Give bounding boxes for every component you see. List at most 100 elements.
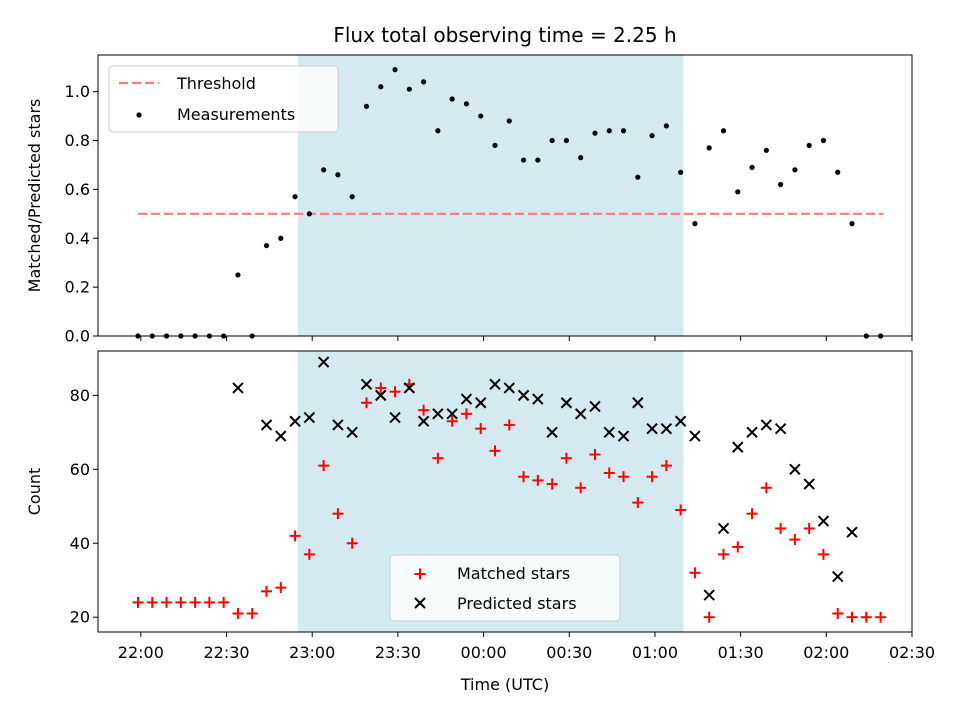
bottom-frame — [97, 350, 913, 633]
measurement-point — [378, 84, 384, 90]
predicted-star-point — [732, 441, 744, 453]
predicted-star-point — [546, 426, 558, 439]
matched-star-point — [446, 415, 458, 427]
x-tick-label: 02:00 — [803, 643, 849, 662]
x-tick-label: 01:00 — [632, 643, 678, 662]
measurement-point — [278, 235, 284, 241]
measurement-point — [520, 157, 527, 163]
matched-star-point — [261, 585, 273, 597]
x-tick-label: 23:30 — [375, 643, 421, 662]
matched-star-point — [289, 530, 301, 542]
measurement-point — [763, 147, 769, 153]
measurement-point — [549, 137, 555, 144]
matched-star-point — [218, 596, 230, 608]
x-tick-label: 00:00 — [461, 643, 507, 662]
measurement-point — [806, 142, 812, 149]
matched-star-point — [575, 482, 587, 494]
predicted-star-point — [846, 526, 858, 538]
measurement-point — [749, 164, 755, 170]
predicted-star-point — [703, 589, 715, 601]
predicted-star-point — [674, 415, 687, 427]
predicted-star-point — [617, 430, 630, 442]
predicted-star-point — [517, 389, 530, 402]
matched-star-point — [432, 452, 444, 464]
bottom-panel: 20 40 60 80 22:00 22:30 23:00 23:30 00:00 00:30 01… — [25, 350, 935, 662]
measurement-point — [563, 137, 570, 144]
predicted-star-point — [832, 570, 844, 583]
y-tick-label: 0.6 — [65, 180, 90, 199]
matched-star-point — [632, 497, 644, 509]
x-tick-label: 00:30 — [546, 643, 592, 662]
predicted-star-point — [275, 430, 287, 442]
matched-star-point — [203, 596, 215, 608]
matched-star-point — [589, 449, 601, 461]
measurement-point — [292, 194, 298, 200]
legend-measurement-swatch — [136, 112, 142, 118]
predicted-star-point — [332, 419, 344, 431]
measurement-point — [835, 169, 841, 175]
x-tick-label: 23:00 — [289, 643, 335, 662]
predicted-star-point — [475, 397, 487, 409]
y-axis-label: Count — [25, 468, 44, 516]
measurement-point — [235, 272, 241, 278]
measurement-point — [349, 194, 355, 200]
matched-star-point — [132, 596, 144, 608]
y-tick-label: 0.0 — [65, 327, 90, 346]
predicted-star-point — [760, 419, 773, 431]
predicted-star-point — [232, 382, 244, 394]
matched-star-point — [860, 611, 872, 623]
matched-star-point — [717, 548, 729, 560]
y-tick-label: 60 — [70, 460, 90, 479]
matched-star-point — [360, 397, 372, 409]
predicted-star-point — [746, 426, 758, 439]
matched-star-point — [532, 474, 544, 486]
measurement-point — [720, 128, 727, 134]
matched-star-point — [689, 567, 701, 579]
measurement-point — [678, 169, 684, 175]
x-tick-label: 22:00 — [118, 643, 164, 662]
matched-star-point — [875, 611, 887, 623]
measurement-point — [263, 242, 270, 249]
measurement-point — [492, 142, 498, 149]
predicted-star-point — [317, 356, 330, 368]
measurement-point — [692, 221, 698, 227]
measurement-point — [392, 67, 398, 73]
predicted-star-point — [375, 389, 387, 402]
measurement-point — [735, 189, 741, 195]
predicted-star-point — [632, 397, 644, 409]
measurement-point — [406, 86, 412, 92]
predicted-star-point — [560, 397, 573, 409]
measurement-point — [606, 128, 612, 134]
matched-star-point — [603, 467, 615, 479]
x-tick-label: 22:30 — [203, 643, 249, 662]
predicted-star-point — [260, 419, 273, 431]
top-frame — [97, 54, 913, 337]
predicted-star-point — [360, 378, 373, 390]
matched-star-point — [760, 482, 772, 494]
predicted-star-point — [717, 522, 730, 535]
predicted-star-point — [403, 382, 416, 394]
matched-star-point — [775, 522, 787, 534]
measurement-point — [421, 79, 427, 85]
measurement-point — [535, 157, 541, 163]
predicted-star-point — [303, 411, 316, 424]
predicted-star-point — [589, 400, 601, 413]
matched-star-point — [746, 508, 758, 520]
predicted-star-point — [574, 408, 587, 420]
measurement-point — [849, 221, 855, 227]
legend-box — [108, 65, 339, 133]
measurement-point — [578, 155, 584, 161]
measurement-point — [478, 113, 484, 119]
matched-star-point — [375, 382, 387, 394]
matched-star-point — [618, 471, 630, 483]
matched-star-point — [675, 504, 687, 516]
predicted-star-point — [646, 422, 658, 435]
matched-star-point — [489, 445, 501, 457]
measurement-point — [321, 167, 327, 173]
highlight-span — [297, 55, 684, 336]
measurement-point — [820, 137, 827, 144]
y-tick-label: 80 — [70, 386, 90, 405]
measurement-point — [306, 211, 312, 217]
matched-star-point — [732, 541, 744, 553]
y-tick-label: 40 — [70, 534, 90, 553]
